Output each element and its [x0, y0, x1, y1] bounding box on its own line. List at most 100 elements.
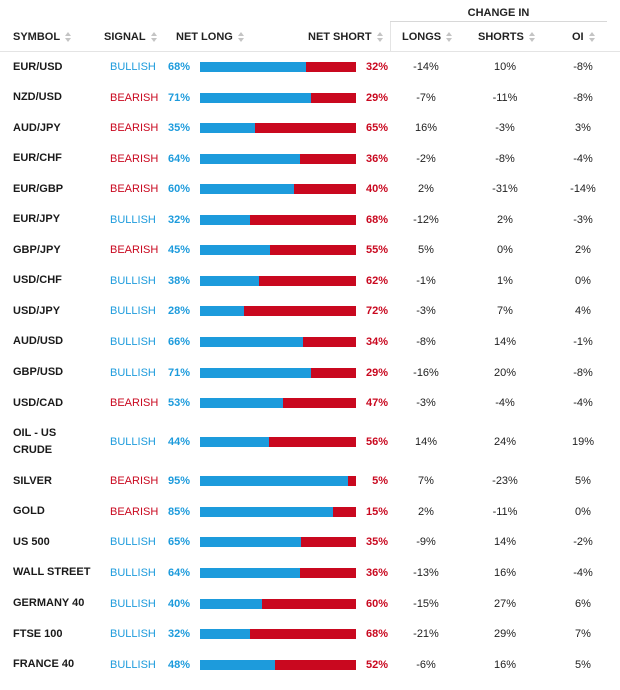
symbol-cell[interactable]: AUD/USD — [13, 335, 64, 347]
net-short-percent: 47% — [365, 397, 388, 409]
net-long-percent: 45% — [168, 244, 191, 256]
sentiment-bar — [200, 537, 356, 547]
symbol-cell[interactable]: EUR/GBP — [13, 182, 64, 195]
sort-icon[interactable] — [376, 31, 383, 42]
column-header-net-short[interactable]: NET SHORT — [308, 22, 383, 51]
sentiment-bar — [200, 306, 356, 316]
net-long-percent: 48% — [168, 658, 191, 671]
table-row[interactable]: US 500 BULLISH 65% 35% -9% 14% -2% — [0, 527, 620, 557]
signal-cell: BULLISH — [110, 536, 156, 548]
shorts-change-cell: 27% — [493, 597, 517, 610]
table-row[interactable]: AUD/JPY BEARISH 35% 65% 16% -3% 3% — [0, 113, 620, 143]
table-row[interactable]: USD/CAD BEARISH 53% 47% -3% -4% -4% — [0, 388, 620, 418]
signal-cell: BULLISH — [110, 335, 156, 348]
symbol-cell[interactable]: AUD/JPY — [13, 121, 61, 134]
column-header-symbol-label: SYMBOL — [13, 30, 61, 43]
symbol-cell[interactable]: GBP/JPY — [13, 243, 61, 256]
sort-icon[interactable] — [150, 31, 157, 42]
symbol-cell[interactable]: EUR/CHF — [13, 152, 62, 164]
net-short-bar — [268, 437, 356, 447]
table-row[interactable]: FRANCE 40 BULLISH 48% 52% -6% 16% 5% — [0, 649, 620, 680]
symbol-cell[interactable]: FTSE 100 — [13, 627, 63, 640]
longs-change-cell: -9% — [416, 536, 436, 548]
longs-change-cell: -21% — [413, 628, 439, 640]
signal-cell: BULLISH — [110, 366, 156, 379]
table-row[interactable]: SILVER BEARISH 95% 5% 7% -23% 5% — [0, 466, 620, 496]
table-row[interactable]: USD/CHF BULLISH 38% 62% -1% 1% 0% — [0, 265, 620, 296]
table-row[interactable]: NZD/USD BEARISH 71% 29% -7% -11% -8% — [0, 82, 620, 113]
table-row[interactable]: USD/JPY BULLISH 28% 72% -3% 7% 4% — [0, 296, 620, 326]
table-row[interactable]: WALL STREET BULLISH 64% 36% -13% 16% -4% — [0, 557, 620, 588]
sort-icon[interactable] — [528, 31, 535, 42]
longs-change-cell: -3% — [416, 305, 436, 317]
table-row[interactable]: GOLD BEARISH 85% 15% 2% -11% 0% — [0, 496, 620, 527]
net-long-percent: 35% — [168, 122, 191, 134]
symbol-cell[interactable]: EUR/USD — [13, 60, 63, 73]
symbol-cell[interactable]: GOLD — [13, 505, 45, 517]
column-header-net-short-label: NET SHORT — [308, 30, 372, 43]
shorts-change-cell: 0% — [497, 244, 513, 256]
oi-change-cell: 6% — [575, 597, 591, 610]
table-row[interactable]: GBP/USD BULLISH 71% 29% -16% 20% -8% — [0, 357, 620, 388]
net-long-bar — [200, 368, 311, 378]
signal-cell: BEARISH — [110, 397, 159, 409]
change-in-header: CHANGE IN — [390, 0, 607, 22]
shorts-change-cell: -23% — [492, 475, 518, 487]
net-long-bar — [200, 245, 271, 255]
net-short-percent: 29% — [365, 366, 388, 379]
column-header-shorts[interactable]: SHORTS — [478, 22, 535, 51]
symbol-cell[interactable]: EUR/JPY — [13, 213, 61, 225]
column-header-net-long[interactable]: NET LONG — [176, 22, 244, 51]
symbol-cell[interactable]: FRANCE 40 — [13, 658, 75, 670]
symbol-cell[interactable]: USD/JPY — [13, 304, 61, 317]
sentiment-bar — [200, 629, 356, 639]
symbol-cell[interactable]: USD/CHF — [13, 274, 62, 286]
sentiment-bar — [200, 599, 356, 609]
column-header-symbol[interactable]: SYMBOL — [13, 22, 72, 51]
table-row[interactable]: FTSE 100 BULLISH 32% 68% -21% 29% 7% — [0, 619, 620, 649]
net-long-bar — [200, 184, 294, 194]
sort-icon[interactable] — [588, 31, 595, 42]
net-short-bar — [348, 476, 356, 486]
symbol-cell[interactable]: WALL STREET — [13, 566, 91, 578]
table-row[interactable]: EUR/CHF BEARISH 64% 36% -2% -8% -4% — [0, 143, 620, 174]
column-header-oi[interactable]: OI — [572, 22, 595, 51]
sort-icon[interactable] — [446, 31, 453, 42]
table-row[interactable]: GBP/JPY BEARISH 45% 55% 5% 0% 2% — [0, 235, 620, 265]
table-row[interactable]: OIL - US CRUDE BULLISH 44% 56% 14% 24% 19% — [0, 418, 620, 466]
column-header-net-long-label: NET LONG — [176, 30, 233, 43]
sentiment-bar — [200, 568, 356, 578]
signal-cell: BULLISH — [110, 274, 156, 287]
table-row[interactable]: EUR/JPY BULLISH 32% 68% -12% 2% -3% — [0, 204, 620, 235]
symbol-cell[interactable]: GERMANY 40 — [13, 597, 85, 609]
sentiment-table: CHANGE IN SYMBOL SIGNAL NET LONG NET SHO… — [0, 0, 620, 671]
symbol-cell[interactable]: SILVER — [13, 474, 52, 487]
sort-icon[interactable] — [65, 31, 72, 42]
table-row[interactable]: EUR/USD BULLISH 68% 32% -14% 10% -8% — [0, 52, 620, 82]
oi-change-cell: 19% — [571, 436, 595, 448]
net-short-bar — [293, 184, 356, 194]
symbol-cell[interactable]: OIL - US CRUDE — [13, 427, 57, 456]
column-header-longs[interactable]: LONGS — [402, 22, 453, 51]
longs-change-cell: 14% — [414, 436, 438, 448]
table-row[interactable]: EUR/GBP BEARISH 60% 40% 2% -31% -14% — [0, 174, 620, 204]
column-divider — [390, 22, 391, 52]
oi-change-cell: -1% — [573, 335, 593, 348]
sort-icon[interactable] — [237, 31, 244, 42]
sentiment-bar — [200, 437, 356, 447]
signal-cell: BULLISH — [110, 566, 156, 579]
net-long-percent: 71% — [168, 366, 191, 379]
net-long-bar — [200, 660, 275, 670]
shorts-change-cell: 29% — [493, 628, 517, 640]
symbol-cell[interactable]: USD/CAD — [13, 396, 64, 409]
symbol-cell[interactable]: US 500 — [13, 535, 50, 548]
column-header-shorts-label: SHORTS — [478, 30, 524, 43]
column-header-signal[interactable]: SIGNAL — [104, 22, 157, 51]
shorts-change-cell: 20% — [493, 366, 517, 379]
symbol-cell[interactable]: NZD/USD — [13, 91, 62, 103]
signal-cell: BEARISH — [110, 122, 159, 134]
sentiment-bar — [200, 245, 356, 255]
table-row[interactable]: AUD/USD BULLISH 66% 34% -8% 14% -1% — [0, 326, 620, 357]
table-row[interactable]: GERMANY 40 BULLISH 40% 60% -15% 27% 6% — [0, 588, 620, 619]
symbol-cell[interactable]: GBP/USD — [13, 366, 64, 378]
